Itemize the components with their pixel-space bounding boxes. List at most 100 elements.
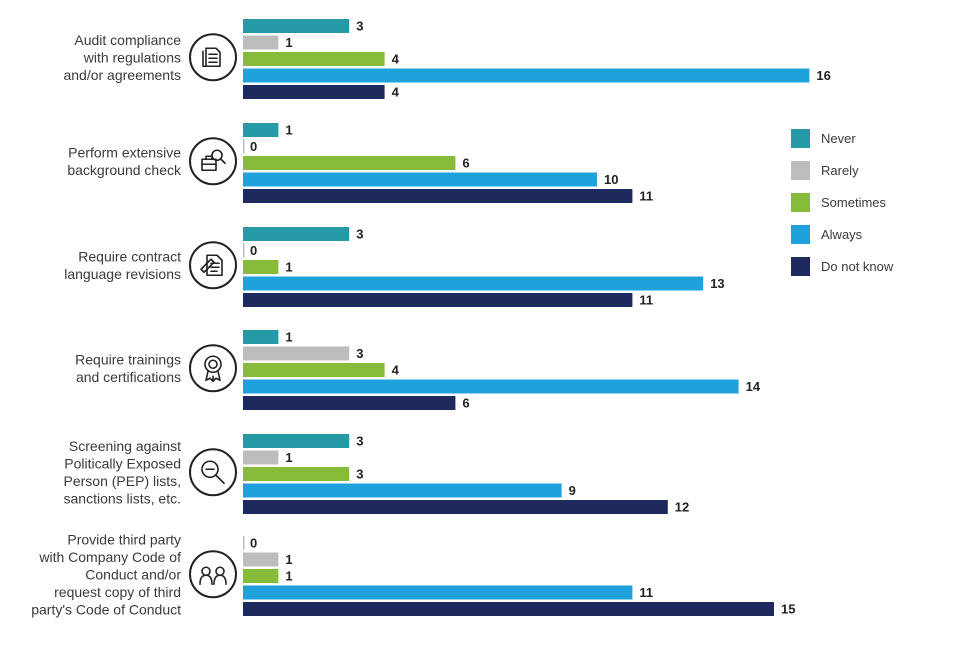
icon-stroke <box>212 370 221 383</box>
value-label: 15 <box>781 602 795 617</box>
bar <box>243 172 597 187</box>
icon-stroke <box>211 149 223 161</box>
legend-item: Sometimes <box>791 193 887 212</box>
bar <box>243 434 350 448</box>
bar <box>243 379 739 394</box>
legend-label: Rarely <box>821 163 859 178</box>
bar <box>243 500 668 514</box>
icon-stroke <box>213 574 227 586</box>
legend-label: Sometimes <box>821 195 887 210</box>
value-label: 12 <box>675 500 689 515</box>
value-label: 10 <box>604 172 618 187</box>
icon-stroke <box>199 574 213 586</box>
bar <box>243 363 385 377</box>
category-label: Require contract language revisions <box>64 249 181 283</box>
bar <box>243 346 350 361</box>
category-group: 3 0 1 13 11 Require contract language revision… <box>64 227 724 308</box>
icon-ring <box>189 137 237 186</box>
bar <box>243 293 633 307</box>
category-group: 1 3 4 14 6 Require trainings and certification… <box>75 330 761 411</box>
value-label: 1 <box>285 450 292 465</box>
value-label: 0 <box>250 536 257 551</box>
value-label: 1 <box>285 260 292 275</box>
legend-swatch <box>791 257 810 276</box>
bar <box>243 276 704 291</box>
value-label: 3 <box>356 227 363 242</box>
icon-ring <box>189 241 237 290</box>
bar <box>243 227 350 241</box>
bar <box>243 35 279 50</box>
icon-stroke <box>201 460 219 478</box>
value-label: 6 <box>462 396 469 411</box>
bar <box>243 330 279 344</box>
bar <box>243 552 279 567</box>
value-label: 3 <box>356 346 363 361</box>
bar <box>243 156 456 170</box>
value-label: 9 <box>569 483 576 498</box>
category-group: 3 1 3 9 12 Screening against Politically Expos… <box>64 434 690 515</box>
legend-label: Never <box>821 131 856 146</box>
legend-swatch <box>791 161 810 180</box>
value-label: 11 <box>639 189 653 204</box>
bar <box>243 536 245 550</box>
bar <box>243 85 385 99</box>
legend-label: Always <box>821 227 863 242</box>
magnifier-minus-icon <box>189 448 237 497</box>
icon-stroke <box>215 566 225 577</box>
category-label: Screening against Politically Exposed Pers… <box>64 438 182 507</box>
value-label: 4 <box>392 85 400 100</box>
bar <box>243 260 279 274</box>
certificate-badge-icon <box>189 344 237 393</box>
value-label: 1 <box>285 330 292 345</box>
legend-item: Always <box>791 225 863 244</box>
bar <box>243 243 245 258</box>
icon-ring <box>189 550 237 599</box>
value-label: 13 <box>710 276 724 291</box>
value-label: 6 <box>462 156 469 171</box>
legend-item: Do not know <box>791 257 894 276</box>
bar <box>243 569 279 583</box>
icon-ring <box>189 33 237 82</box>
legend-swatch <box>791 129 810 148</box>
bar <box>243 189 633 203</box>
bar <box>243 483 562 498</box>
value-label: 0 <box>250 139 257 154</box>
documents-icon <box>189 33 237 82</box>
briefcase-search-icon <box>189 137 237 186</box>
category-label: Provide third party with Company Code of C… <box>31 531 181 617</box>
icon-stroke <box>208 359 218 370</box>
value-label: 1 <box>285 569 292 584</box>
legend-swatch <box>791 225 810 244</box>
icon-stroke <box>205 370 214 383</box>
icon-stroke <box>205 47 221 68</box>
value-label: 4 <box>392 363 400 378</box>
value-label: 1 <box>285 552 292 567</box>
bar <box>243 396 456 410</box>
bar <box>243 450 279 465</box>
icon-stroke <box>206 254 223 277</box>
icon-stroke <box>200 258 215 274</box>
icon-stroke <box>215 474 225 485</box>
bar <box>243 467 350 481</box>
icon-stroke <box>201 566 211 577</box>
bar <box>243 602 774 616</box>
value-label: 3 <box>356 19 363 34</box>
legend-swatch <box>791 193 810 212</box>
legend: Never Rarely Sometimes Always Do not know <box>791 129 894 276</box>
bar <box>243 139 245 154</box>
bar <box>243 19 350 33</box>
category-label: Require trainings and certifications <box>75 352 181 386</box>
contract-pen-icon <box>189 241 237 290</box>
value-label: 3 <box>356 467 363 482</box>
value-label: 1 <box>285 35 292 50</box>
legend-item: Rarely <box>791 161 859 180</box>
value-label: 14 <box>746 379 761 394</box>
bar <box>243 585 633 600</box>
value-label: 11 <box>639 293 653 308</box>
value-label: 3 <box>356 434 363 449</box>
people-icon <box>189 550 237 599</box>
